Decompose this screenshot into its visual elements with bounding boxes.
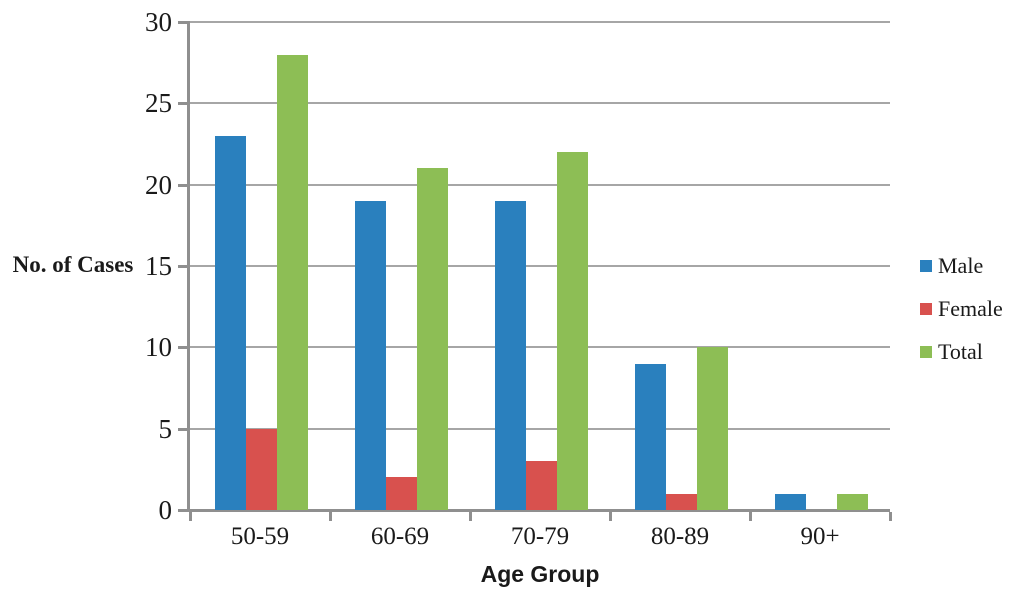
y-tick-label-10: 10	[145, 332, 172, 363]
y-tick-20	[178, 183, 190, 187]
bar-total-90+	[837, 493, 868, 510]
y-axis-line	[187, 21, 190, 512]
y-tick-25	[178, 102, 190, 106]
gridline-25	[190, 102, 890, 105]
legend: Male Female Total	[920, 244, 1003, 373]
x-tick-2	[468, 512, 472, 521]
bar-male-60-69	[355, 200, 386, 510]
x-tick-label-70-79: 70-79	[510, 523, 570, 550]
y-axis-title: No. of Cases	[12, 252, 134, 277]
bar-male-70-79	[495, 200, 526, 510]
y-tick-15	[178, 265, 190, 268]
x-tick-label-90+: 90+	[800, 523, 840, 550]
y-tick-label-30: 30	[145, 7, 172, 37]
bar-female-80-89	[666, 493, 697, 510]
x-tick-label-50-59: 50-59	[230, 523, 290, 550]
x-axis-title: Age Group	[480, 561, 600, 587]
bar-total-50-59	[277, 54, 308, 510]
legend-label-total: Total	[938, 338, 983, 364]
legend-item-total: Total	[920, 330, 1003, 373]
legend-swatch-male	[920, 259, 932, 272]
legend-swatch-total	[920, 345, 932, 358]
y-tick-label-20: 20	[145, 169, 172, 200]
x-axis-line	[187, 509, 890, 512]
x-tick-3	[608, 512, 612, 521]
gridline-10	[190, 346, 890, 349]
x-tick-4	[748, 512, 752, 521]
gridline-15	[190, 265, 890, 267]
legend-label-female: Female	[938, 295, 1003, 321]
bar-female-70-79	[526, 461, 557, 510]
y-tick-label-0: 0	[158, 495, 173, 525]
y-tick-10	[178, 346, 190, 350]
legend-swatch-female	[920, 302, 932, 315]
legend-item-male: Male	[920, 244, 1003, 287]
bar-total-70-79	[557, 152, 588, 510]
y-tick-5	[178, 427, 190, 431]
y-tick-0	[178, 509, 190, 512]
bar-total-80-89	[697, 347, 728, 510]
bar-male-80-89	[635, 363, 666, 510]
bar-male-50-59	[215, 135, 246, 510]
legend-item-female: Female	[920, 287, 1003, 330]
y-tick-label-15: 15	[145, 251, 172, 281]
y-tick-label-25: 25	[145, 88, 172, 119]
gridline-5	[190, 427, 890, 430]
bar-male-90+	[775, 493, 806, 510]
bar-female-60-69	[386, 477, 417, 510]
x-tick-label-80-89: 80-89	[650, 523, 710, 550]
x-tick-label-60-69: 60-69	[370, 523, 430, 550]
x-tick-1	[328, 512, 332, 521]
x-tick-5	[888, 512, 892, 521]
gridline-30	[190, 21, 890, 23]
gridline-20	[190, 183, 890, 186]
legend-label-male: Male	[938, 252, 984, 278]
bar-female-50-59	[246, 428, 277, 510]
x-tick-0	[188, 512, 192, 521]
y-tick-30	[178, 21, 190, 24]
y-tick-label-5: 5	[158, 413, 173, 444]
bar-total-60-69	[417, 168, 448, 510]
